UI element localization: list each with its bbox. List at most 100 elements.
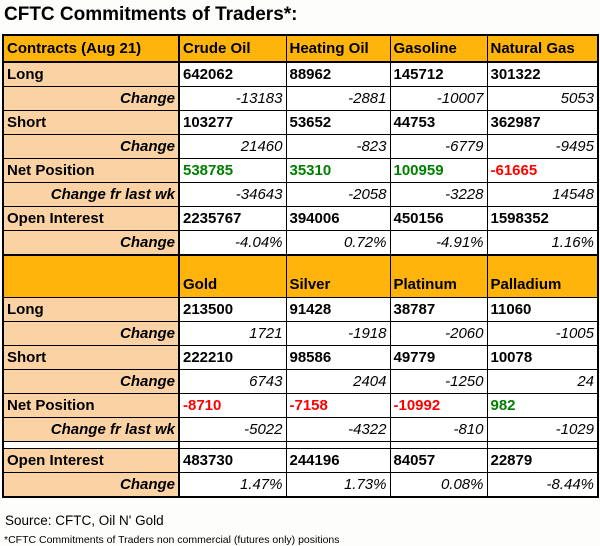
table-row: Short 222210 98586 49779 10078 — [2, 345, 599, 370]
table-cell: 11060 — [486, 297, 599, 322]
table-cell: -34643 — [178, 182, 287, 207]
table-cell: 0.72% — [285, 230, 391, 256]
table-cell: 362987 — [486, 110, 599, 135]
row-label: Change fr last wk — [2, 417, 180, 442]
table-cell: 44753 — [389, 110, 488, 135]
table-cell: 35310 — [285, 158, 391, 183]
row-label: Net Position — [2, 393, 180, 418]
row-label: Change — [2, 86, 180, 111]
table-cell: -2058 — [285, 182, 391, 207]
spacer-cell — [285, 441, 391, 449]
source-text: Source: CFTC, Oil N' Gold — [5, 513, 164, 528]
table-cell: -9495 — [486, 134, 599, 159]
table-cell: -61665 — [486, 158, 599, 183]
table-cell: -10992 — [389, 393, 488, 418]
table-row: Change fr last wk -34643 -2058 -3228 14548 — [2, 182, 599, 207]
table-cell: 982 — [486, 393, 599, 418]
table-cell: -7158 — [285, 393, 391, 418]
header-palladium: Palladium — [486, 254, 599, 298]
table-cell: 100959 — [389, 158, 488, 183]
row-label: Change — [2, 134, 180, 159]
header-blank — [2, 254, 180, 298]
header-crude-oil: Crude Oil — [178, 34, 287, 63]
table-cell: 14548 — [486, 182, 599, 207]
header-heating-oil: Heating Oil — [285, 34, 391, 63]
header-platinum: Platinum — [389, 254, 488, 298]
table-cell: 21460 — [178, 134, 287, 159]
table-cell: 1598352 — [486, 206, 599, 231]
row-label: Net Position — [2, 158, 180, 183]
table-cell: 88962 — [285, 61, 391, 87]
table-row: Change 21460 -823 -6779 -9495 — [2, 134, 599, 159]
spacer-cell — [178, 441, 287, 449]
table-cell: 49779 — [389, 345, 488, 370]
table-row: Net Position -8710 -7158 -10992 982 — [2, 393, 599, 418]
table-cell: 24 — [486, 369, 599, 394]
table-cell: -4.04% — [178, 230, 287, 256]
row-label: Short — [2, 345, 180, 370]
table-cell: 53652 — [285, 110, 391, 135]
table-row: Open Interest 483730 244196 84057 22879 — [2, 448, 599, 473]
table-cell: -3228 — [389, 182, 488, 207]
table-header-row: Contracts (Aug 21) Crude Oil Heating Oil… — [2, 34, 599, 63]
header-gasoline: Gasoline — [389, 34, 488, 63]
row-label: Change fr last wk — [2, 182, 180, 207]
table-cell: 0.08% — [389, 472, 488, 498]
table-cell: -810 — [389, 417, 488, 442]
table-row: Net Position 538785 35310 100959 -61665 — [2, 158, 599, 183]
table-row: Short 103277 53652 44753 362987 — [2, 110, 599, 135]
row-label: Long — [2, 297, 180, 322]
table-row: Long 213500 91428 38787 11060 — [2, 297, 599, 322]
table-cell: -10007 — [389, 86, 488, 111]
footnote-text: *CFTC Commitments of Traders non commerc… — [4, 534, 340, 546]
page-title: CFTC Commitments of Traders*: — [4, 4, 298, 25]
table-cell: -1918 — [285, 321, 391, 346]
table-cell: -13183 — [178, 86, 287, 111]
table-cell: -8.44% — [486, 472, 599, 498]
row-label: Change — [2, 472, 180, 498]
table-cell: 1.47% — [178, 472, 287, 498]
table-cell: 1.16% — [486, 230, 599, 256]
table-cell: 84057 — [389, 448, 488, 473]
table-cell: -4322 — [285, 417, 391, 442]
table-cell: 2404 — [285, 369, 391, 394]
table-cell: -1029 — [486, 417, 599, 442]
table-row: Change 1.47% 1.73% 0.08% -8.44% — [2, 472, 599, 498]
table-cell: -8710 — [178, 393, 287, 418]
header-natural-gas: Natural Gas — [486, 34, 599, 63]
table-cell: 91428 — [285, 297, 391, 322]
table-cell: 483730 — [178, 448, 287, 473]
table-cell: 22879 — [486, 448, 599, 473]
spacer-cell — [2, 441, 180, 449]
table-cell: 301322 — [486, 61, 599, 87]
table-cell: 244196 — [285, 448, 391, 473]
table-cell: 10078 — [486, 345, 599, 370]
spacer-cell — [486, 441, 599, 449]
row-label: Change — [2, 321, 180, 346]
table-cell: 5053 — [486, 86, 599, 111]
table-cell: 145712 — [389, 61, 488, 87]
table-cell: 6743 — [178, 369, 287, 394]
table-cell: 2235767 — [178, 206, 287, 231]
header-contracts: Contracts (Aug 21) — [2, 34, 180, 63]
table-cell: -5022 — [178, 417, 287, 442]
header-silver: Silver — [285, 254, 391, 298]
row-label: Open Interest — [2, 448, 180, 473]
table-cell: 642062 — [178, 61, 287, 87]
table-cell: 1.73% — [285, 472, 391, 498]
table-cell: -6779 — [389, 134, 488, 159]
spacer-row — [2, 441, 599, 449]
table-row: Change fr last wk -5022 -4322 -810 -1029 — [2, 417, 599, 442]
table-row: Change -13183 -2881 -10007 5053 — [2, 86, 599, 111]
table-row: Open Interest 2235767 394006 450156 1598352 — [2, 206, 599, 231]
table-row: Change -4.04% 0.72% -4.91% 1.16% — [2, 230, 599, 256]
cot-table: Contracts (Aug 21) Crude Oil Heating Oil… — [2, 34, 599, 498]
table-cell: 98586 — [285, 345, 391, 370]
table-row: Change 1721 -1918 -2060 -1005 — [2, 321, 599, 346]
table-cell: -1005 — [486, 321, 599, 346]
table-cell: 1721 — [178, 321, 287, 346]
table-cell: 394006 — [285, 206, 391, 231]
table-row: Change 6743 2404 -1250 24 — [2, 369, 599, 394]
table-cell: -2881 — [285, 86, 391, 111]
table-cell: 222210 — [178, 345, 287, 370]
